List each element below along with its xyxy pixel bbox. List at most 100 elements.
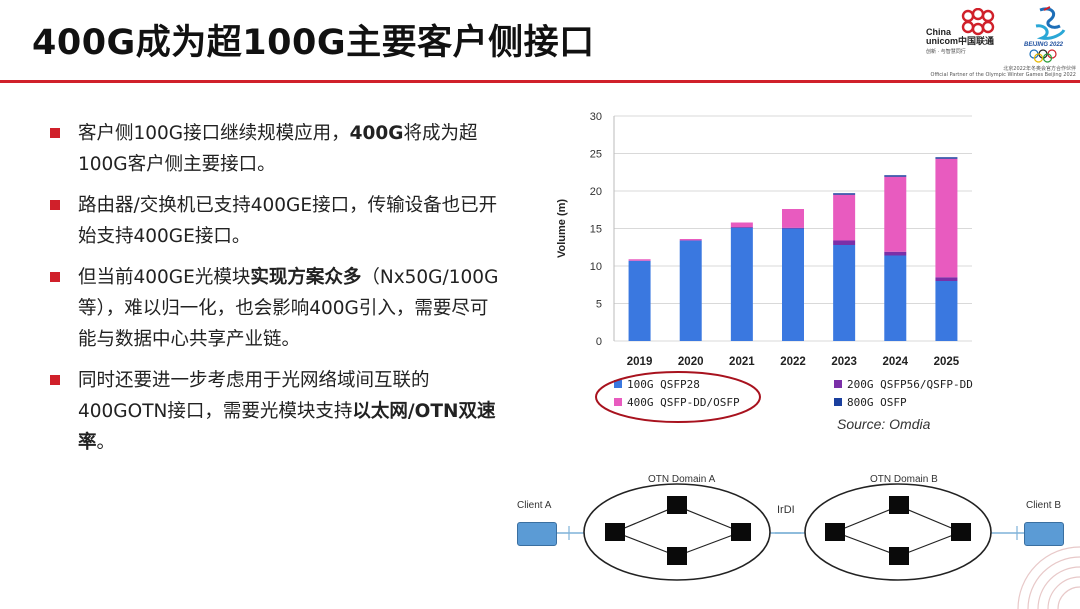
bar-segment — [782, 209, 804, 228]
otn-node — [731, 523, 751, 541]
bar-segment — [679, 240, 702, 341]
otn-node — [667, 496, 687, 514]
legend-label-200g: 200G QSFP56/QSFP-DD — [847, 378, 973, 391]
unicom-slogan: 创新 · 与智慧同行 — [926, 49, 966, 55]
bullet-emphasis: 以太网/OTN双速率 — [78, 401, 496, 453]
y-tick-label: 15 — [590, 224, 602, 236]
otn-node — [825, 523, 845, 541]
partner-en: Official Partner of the Olympic Winter G… — [930, 72, 1076, 78]
y-tick-label: 0 — [596, 336, 602, 348]
china-unicom-logo: China unicom中国联通 创新 · 与智慧同行 — [926, 8, 1022, 55]
bullet-text: 客户侧100G接口继续规模应用， — [78, 123, 350, 144]
otn-domain-a-ellipse — [583, 483, 771, 581]
olympic-emblem-icon — [1029, 6, 1066, 63]
bullet-text: （Nx50G/100G等），难以归一化，也会影响400G引入，需要尽可能与数据中… — [78, 267, 499, 350]
client-b-box — [1024, 522, 1064, 546]
otn-node — [889, 496, 909, 514]
otn-node — [667, 547, 687, 565]
x-tick-label: 2020 — [678, 356, 704, 368]
bar-segment — [679, 239, 702, 241]
bar-segment — [730, 227, 753, 341]
partner-cn: 北京2022年冬奥会官方合作伙伴 — [1003, 66, 1076, 72]
otn-domain-b-ellipse — [804, 483, 992, 581]
bar-segment — [730, 222, 753, 227]
x-tick-label: 2019 — [627, 356, 653, 368]
client-a-label: Client A — [517, 500, 552, 511]
irdi-label: IrDI — [777, 504, 795, 516]
bullet-text: 同时还要进一步考虑用于光网络域间互联的400GOTN接口，需要光模块支持 — [78, 370, 430, 422]
bar-segment — [833, 240, 856, 245]
legend-swatch-200g — [834, 380, 842, 388]
title-underline — [0, 80, 1080, 83]
bar-segment — [730, 227, 753, 228]
partner-line: 北京2022年冬奥会官方合作伙伴 Official Partner of the… — [926, 66, 1076, 78]
bar-segment — [833, 194, 856, 241]
bullet-text: 但当前400GE光模块 — [78, 267, 251, 288]
legend-swatch-800g — [834, 398, 842, 406]
bar-segment — [935, 157, 958, 159]
beijing-2022-emblem: BEIJING 2022 — [1022, 4, 1076, 64]
bullet-marker-icon — [50, 272, 60, 282]
x-tick-label: 2023 — [831, 356, 857, 368]
y-tick-label: 10 — [590, 261, 602, 273]
x-tick-label: 2021 — [729, 356, 755, 368]
legend-label-800g: 800G OSFP — [847, 396, 907, 409]
unicom-knot-icon — [961, 8, 995, 36]
legend-swatch-400g — [614, 398, 622, 406]
chart-source: Source: Omdia — [837, 416, 931, 432]
bullet-text: 路由器/交换机已支持400GE接口，传输设备也已开始支持400GE接口。 — [78, 195, 498, 247]
bullet-text: 将成为超100G客户侧主要接口。 — [78, 123, 478, 175]
otn-node — [951, 523, 971, 541]
legend-label-100g: 100G QSFP28 — [627, 378, 700, 391]
bar-segment — [782, 228, 804, 341]
network-links — [555, 483, 1050, 581]
bullet-marker-icon — [50, 128, 60, 138]
bullet-emphasis: 实现方案众多 — [250, 267, 362, 288]
client-b-label: Client B — [1026, 500, 1062, 511]
bar-segment — [884, 175, 907, 177]
highlight-ellipse — [595, 371, 761, 423]
bar-segment — [628, 259, 651, 261]
legend-swatch-100g — [614, 380, 622, 388]
module-volume-chart: 0 5 10 15 20 25 30 Volume (m) 2019 2020 2021 2022 20… — [540, 100, 990, 445]
bullet-item: 路由器/交换机已支持400GE接口，传输设备也已开始支持400GE接口。 — [46, 190, 506, 252]
unicom-brand-line1: China — [926, 27, 952, 37]
y-axis-label: Volume (m) — [556, 199, 568, 258]
legend-400g: 400G QSFP-DD/OSFP — [614, 396, 740, 409]
otn-network-diagram: Client A Client B OTN Domain A OTN Domai… — [505, 466, 1080, 596]
bullet-emphasis: 400G — [349, 123, 404, 144]
legend-label-400g: 400G QSFP-DD/OSFP — [627, 396, 740, 409]
bar-segment — [833, 193, 856, 195]
bar-segment — [884, 255, 907, 341]
client-a-box — [517, 522, 557, 546]
x-tick-label: 2022 — [780, 356, 806, 368]
bar-segment — [884, 251, 907, 256]
bullet-item: 但当前400GE光模块实现方案众多（Nx50G/100G等），难以归一化，也会影… — [46, 262, 506, 355]
y-tick-label: 5 — [596, 299, 602, 311]
otn-node — [889, 547, 909, 565]
bar-segment — [782, 227, 804, 229]
legend-800g: 800G OSFP — [834, 396, 907, 409]
legend-100g: 100G QSFP28 — [614, 378, 700, 391]
bullet-item: 同时还要进一步考虑用于光网络域间互联的400GOTN接口，需要光模块支持以太网/… — [46, 365, 506, 458]
bar-segment — [884, 176, 907, 252]
olympic-emblem-text: BEIJING 2022 — [1024, 42, 1064, 48]
x-tick-label: 2024 — [882, 356, 908, 368]
bar-segment — [935, 281, 958, 341]
otn-node — [605, 523, 625, 541]
unicom-brand-line2: unicom中国联通 — [926, 36, 995, 46]
bar-segment — [628, 260, 651, 341]
corner-decoration — [1017, 546, 1080, 609]
y-tick-label: 25 — [590, 149, 602, 161]
slide-title: 400G成为超100G主要客户侧接口 — [32, 23, 595, 63]
x-tick-label: 2025 — [934, 356, 960, 368]
bullet-marker-icon — [50, 200, 60, 210]
stacked-bar-chart: 0 5 10 15 2025 30 Volume (m) 2019 2020 2021 2022 20… — [556, 111, 972, 368]
otn-domain-b-label: OTN Domain B — [870, 474, 938, 485]
bullet-marker-icon — [50, 375, 60, 385]
bullet-item: 客户侧100G接口继续规模应用，400G将成为超100G客户侧主要接口。 — [46, 118, 506, 180]
y-tick-label: 30 — [590, 111, 602, 123]
bar-segment — [833, 245, 856, 341]
otn-domain-a-label: OTN Domain A — [648, 474, 716, 485]
bullet-list: 客户侧100G接口继续规模应用，400G将成为超100G客户侧主要接口。 路由器/… — [46, 118, 506, 468]
